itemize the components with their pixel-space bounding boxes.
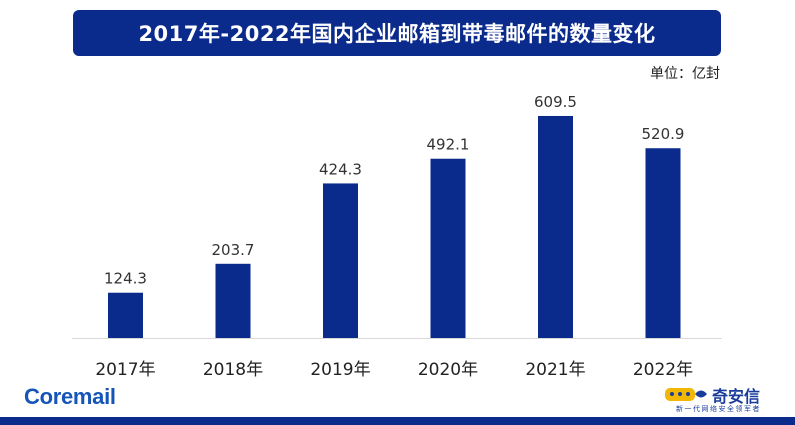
chart-title: 2017年-2022年国内企业邮箱到带毒邮件的数量变化	[138, 22, 656, 46]
coremail-logo: Coremail	[24, 384, 116, 409]
qianxin-logo-name: 奇安信	[712, 387, 761, 406]
data-label-4: 609.5	[534, 93, 577, 111]
qianxin-logo-slogan: 新一代网络安全领军者	[676, 405, 761, 413]
category-label-4: 2021年	[525, 360, 585, 380]
data-label-2: 424.3	[319, 160, 362, 178]
qianxin-mascot-icon	[665, 388, 707, 401]
bar-1	[215, 263, 251, 338]
title-banner: 2017年-2022年国内企业邮箱到带毒邮件的数量变化	[73, 10, 721, 56]
data-label-0: 124.3	[104, 270, 147, 288]
bar-4	[538, 115, 573, 338]
category-label-5: 2022年	[633, 360, 693, 380]
bottom-accent-bar	[0, 417, 795, 425]
data-label-1: 203.7	[212, 241, 255, 259]
qianxin-logo: 奇安信 新一代网络安全领军者	[664, 382, 784, 414]
data-label-5: 520.9	[642, 125, 685, 143]
category-label-0: 2017年	[95, 360, 155, 380]
category-label-1: 2018年	[203, 360, 263, 380]
category-label-3: 2020年	[418, 360, 478, 380]
category-label-2: 2019年	[310, 360, 370, 380]
unit-label: 单位：亿封	[650, 66, 720, 82]
bar-5	[645, 148, 681, 338]
bar-3	[430, 158, 466, 338]
bar-0	[108, 292, 143, 338]
data-label-3: 492.1	[427, 136, 470, 154]
bar-2	[323, 183, 358, 338]
